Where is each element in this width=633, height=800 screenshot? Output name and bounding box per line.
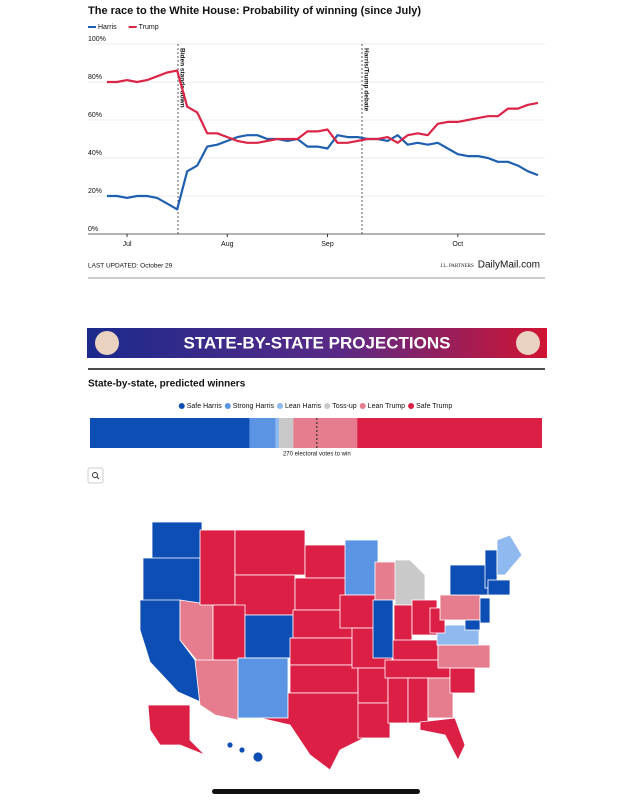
legend-dot bbox=[359, 403, 366, 409]
legend-dot bbox=[178, 403, 185, 409]
legend-dot bbox=[324, 403, 331, 409]
legend-label: Lean Trump bbox=[368, 403, 405, 410]
us-map bbox=[139, 521, 523, 771]
zoom-button[interactable] bbox=[87, 467, 104, 484]
x-tick-label: Jul bbox=[123, 241, 132, 248]
legend-item: Lean Harris bbox=[277, 403, 322, 410]
legend-label: Safe Trump bbox=[416, 403, 452, 410]
x-tick-label: Aug bbox=[221, 241, 234, 248]
y-tick-label: 100% bbox=[88, 36, 106, 43]
legend-label: Lean Harris bbox=[285, 403, 322, 410]
legend-label: Safe Harris bbox=[187, 403, 223, 410]
source-logo: J.L. PARTNERS bbox=[440, 264, 474, 269]
x-tick-label: Sep bbox=[321, 241, 334, 248]
legend-item: Lean Trump bbox=[359, 403, 405, 410]
legend-label: Trump bbox=[139, 24, 159, 31]
line-chart: The race to the White House: Probability… bbox=[88, 5, 545, 248]
bar-segment bbox=[357, 418, 542, 448]
y-tick-label: 40% bbox=[88, 150, 102, 157]
legend-item: Strong Harris bbox=[224, 403, 275, 410]
last-updated: LAST UPDATED: October 29 bbox=[88, 263, 173, 270]
legend-label: Strong Harris bbox=[233, 403, 275, 410]
publisher-logo: DailyMail.com bbox=[478, 260, 540, 271]
series-line bbox=[107, 69, 539, 144]
chart-title: State-by-state, predicted winners bbox=[88, 379, 246, 390]
banner bbox=[87, 328, 547, 358]
y-tick-label: 20% bbox=[88, 188, 102, 195]
harris-photo bbox=[95, 331, 119, 355]
chart-title: The race to the White House: Probability… bbox=[88, 5, 421, 17]
legend-dot bbox=[408, 403, 415, 409]
legend-item: Safe Trump bbox=[408, 403, 452, 410]
legend-item: Safe Harris bbox=[178, 403, 223, 410]
legend-dot bbox=[224, 403, 231, 409]
stacked-bar-chart: State-by-state, predicted winners Safe H… bbox=[88, 379, 542, 458]
legend-item: Toss-up bbox=[324, 403, 357, 410]
bar-segment bbox=[275, 418, 280, 448]
legend-dot bbox=[277, 403, 283, 409]
y-tick-label: 80% bbox=[88, 74, 102, 81]
annotation: Harris/Trump debate bbox=[362, 48, 369, 112]
x-tick-label: Oct bbox=[452, 241, 463, 248]
y-tick-label: 60% bbox=[88, 112, 102, 119]
annotation: Biden stands down bbox=[178, 48, 185, 108]
legend-label: Toss-up bbox=[332, 403, 357, 410]
bar-segment bbox=[90, 418, 250, 448]
trump-photo bbox=[516, 331, 540, 355]
series-line bbox=[107, 134, 539, 211]
bar-segment bbox=[249, 418, 276, 448]
legend-label: Harris bbox=[98, 24, 117, 31]
home-indicator bbox=[212, 789, 420, 794]
threshold-label: 270 electoral votes to win bbox=[283, 452, 351, 458]
y-tick-label: 0% bbox=[88, 226, 98, 233]
bar-segment bbox=[293, 418, 358, 448]
bar-segment bbox=[279, 418, 294, 448]
banner-title: STATE-BY-STATE PROJECTIONS bbox=[184, 333, 451, 352]
